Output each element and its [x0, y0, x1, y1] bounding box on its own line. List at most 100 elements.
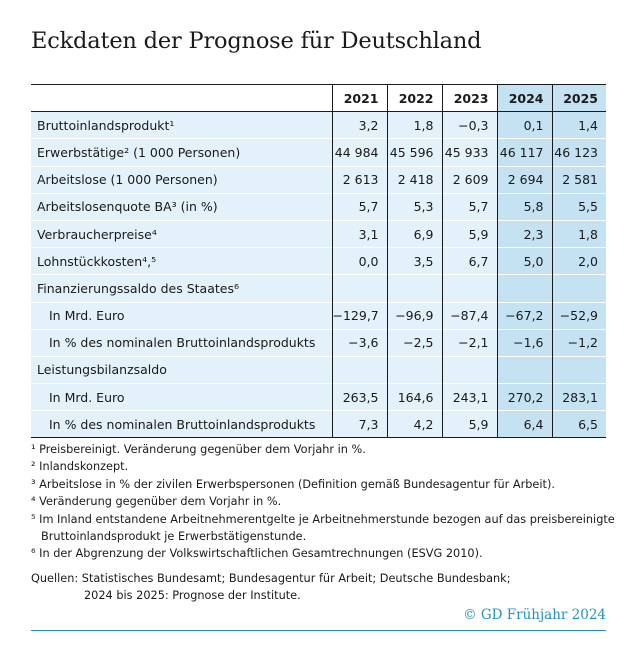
cell-2025: −52,9 — [551, 302, 606, 330]
cell-2023: −0,3 — [441, 111, 497, 139]
forecast-table: 2021 2022 2023 2024 2025 Bruttoinlandsproduk… — [31, 83, 606, 438]
footnote: ³ Arbeitslose in % der zivilen Erwerbspe… — [31, 477, 555, 491]
footnote: ² Inlandskonzept. — [31, 460, 129, 474]
cell-2021: 3,2 — [331, 111, 387, 139]
year-header-2025: 2025 — [551, 83, 606, 113]
cell-2021: 2 613 — [331, 166, 387, 194]
cell-2024: 270,2 — [496, 383, 552, 411]
table-row: In % des nominalen Bruttoinlandsprodukts… — [31, 410, 606, 438]
table-row: Leistungsbilanzsaldo — [31, 356, 606, 384]
footnote: ⁵ Im Inland entstandene Arbeitnehmerentg… — [31, 512, 615, 526]
table-row: In Mrd. Euro −129,7 −96,9 −87,4 −67,2 −52,9 — [31, 302, 606, 330]
cell-2025: 283,1 — [551, 383, 606, 411]
table-row: In % des nominalen Bruttoinlandsprodukts… — [31, 329, 606, 357]
cell-2022: 164,6 — [386, 383, 442, 411]
footnote: ⁴ Veränderung gegenüber dem Vorjahr in %… — [31, 495, 282, 509]
cell-2025: 2,0 — [551, 247, 606, 275]
table-row: Arbeitslose (1 000 Personen) 2 613 2 418 2 … — [31, 166, 606, 194]
row-label: In Mrd. Euro — [49, 308, 125, 324]
cell-2022: 6,9 — [386, 220, 442, 248]
cell-2023 — [441, 274, 497, 302]
cell-2022: 45 596 — [386, 138, 442, 167]
cell-2023: 2 609 — [441, 166, 497, 194]
footnotes: ¹ Preisbereinigt. Veränderung gegenüber … — [31, 441, 615, 563]
cell-2021: 44 984 — [331, 138, 387, 167]
cell-2023 — [441, 356, 497, 384]
cell-2021: 263,5 — [331, 383, 387, 411]
page-title: Eckdaten der Prognose für Deutschland — [31, 28, 482, 54]
cell-2025: 2 581 — [551, 166, 606, 194]
cell-2024: 6,4 — [496, 410, 552, 438]
cell-2024 — [496, 356, 552, 384]
footnote: Bruttoinlandsprodukt je Erwerbstätigenst… — [41, 530, 307, 544]
table-body: Bruttoinlandsprodukt¹ 3,2 1,8 −0,3 0,1 1,4 Erw… — [31, 111, 606, 438]
sources-line-2: 2024 bis 2025: Prognose der Institute. — [84, 589, 301, 603]
table-row: Erwerbstätige² (1 000 Personen) 44 984 45 … — [31, 138, 606, 167]
row-label: Leistungsbilanzsaldo — [37, 362, 167, 378]
table-row: Lohnstückkosten⁴,⁵ 0,0 3,5 6,7 5,0 2,0 — [31, 247, 606, 275]
cell-2024: −1,6 — [496, 329, 552, 357]
row-label: Verbraucherpreise⁴ — [37, 226, 157, 242]
cell-2022: −2,5 — [386, 329, 442, 357]
row-label: Arbeitslosenquote BA³ (in %) — [37, 199, 218, 215]
cell-2024: 5,8 — [496, 193, 552, 221]
cell-2024: −67,2 — [496, 302, 552, 330]
cell-2021: −129,7 — [331, 302, 387, 330]
year-header-2024: 2024 — [496, 83, 552, 113]
cell-2023: 243,1 — [441, 383, 497, 411]
cell-2022 — [386, 274, 442, 302]
cell-2025: 46 123 — [551, 138, 606, 167]
year-header-2022: 2022 — [386, 83, 442, 113]
cell-2025: 1,8 — [551, 220, 606, 248]
cell-2025 — [551, 274, 606, 302]
table-header-row: 2021 2022 2023 2024 2025 — [31, 83, 606, 113]
footnote: ⁶ In der Abgrenzung der Volkswirtschaftl… — [31, 547, 483, 561]
row-label: Erwerbstätige² (1 000 Personen) — [37, 144, 241, 160]
table-row: Bruttoinlandsprodukt¹ 3,2 1,8 −0,3 0,1 1,4 — [31, 111, 606, 139]
bottom-rule — [31, 630, 606, 631]
cell-2023: 45 933 — [441, 138, 497, 167]
cell-2025: 5,5 — [551, 193, 606, 221]
table-row: Finanzierungssaldo des Staates⁶ — [31, 274, 606, 302]
row-label: Lohnstückkosten⁴,⁵ — [37, 253, 157, 269]
cell-2023: 6,7 — [441, 247, 497, 275]
sources: Quellen: Statistisches Bundesamt; Bundes… — [31, 570, 511, 605]
cell-2024: 5,0 — [496, 247, 552, 275]
row-label: In % des nominalen Bruttoinlandsprodukts — [49, 416, 316, 432]
cell-2022 — [386, 356, 442, 384]
cell-2023: 5,9 — [441, 220, 497, 248]
copyright-credit: © GD Frühjahr 2024 — [463, 607, 606, 623]
year-header-2021: 2021 — [331, 83, 387, 113]
cell-2023: −2,1 — [441, 329, 497, 357]
table-row: Arbeitslosenquote BA³ (in %) 5,7 5,3 5,7 5,8… — [31, 193, 606, 221]
cell-2021: 0,0 — [331, 247, 387, 275]
cell-2021 — [331, 356, 387, 384]
cell-2023: 5,7 — [441, 193, 497, 221]
cell-2022: 1,8 — [386, 111, 442, 139]
cell-2021: 5,7 — [331, 193, 387, 221]
cell-2021: 3,1 — [331, 220, 387, 248]
cell-2022: 4,2 — [386, 410, 442, 438]
table-row: In Mrd. Euro 263,5 164,6 243,1 270,2 283,1 — [31, 383, 606, 411]
cell-2024: 2 694 — [496, 166, 552, 194]
table-row: Verbraucherpreise⁴ 3,1 6,9 5,9 2,3 1,8 — [31, 220, 606, 248]
cell-2024: 0,1 — [496, 111, 552, 139]
year-header-2023: 2023 — [441, 83, 497, 113]
table-header-label — [31, 83, 332, 113]
cell-2025 — [551, 356, 606, 384]
row-label: In Mrd. Euro — [49, 389, 125, 405]
cell-2021 — [331, 274, 387, 302]
cell-2022: 5,3 — [386, 193, 442, 221]
cell-2024: 2,3 — [496, 220, 552, 248]
cell-2024 — [496, 274, 552, 302]
row-label: Arbeitslose (1 000 Personen) — [37, 172, 218, 188]
cell-2022: 2 418 — [386, 166, 442, 194]
row-label: In % des nominalen Bruttoinlandsprodukts — [49, 335, 316, 351]
cell-2025: 1,4 — [551, 111, 606, 139]
cell-2021: 7,3 — [331, 410, 387, 438]
cell-2023: 5,9 — [441, 410, 497, 438]
cell-2024: 46 117 — [496, 138, 552, 167]
cell-2021: −3,6 — [331, 329, 387, 357]
row-label: Bruttoinlandsprodukt¹ — [37, 117, 175, 133]
